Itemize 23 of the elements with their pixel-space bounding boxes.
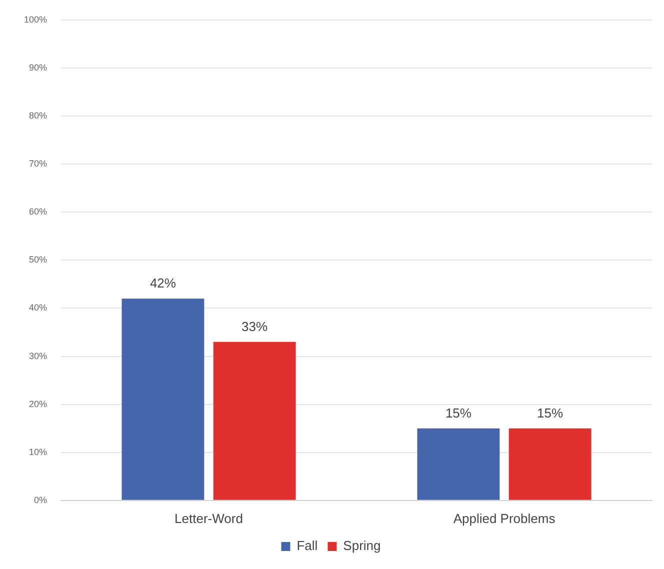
bar <box>417 428 500 500</box>
legend-label: Spring <box>343 538 381 554</box>
y-tick-label: 0% <box>34 494 48 505</box>
legend-label: Fall <box>296 538 318 554</box>
y-tick-label: 90% <box>29 62 48 73</box>
data-label: 15% <box>445 405 472 420</box>
bar <box>508 428 592 500</box>
y-tick-label: 60% <box>29 206 48 217</box>
y-tick-label: 100% <box>24 14 48 24</box>
data-label: 15% <box>537 405 564 420</box>
y-tick-label: 50% <box>29 254 48 265</box>
y-tick-label: 20% <box>29 398 48 409</box>
y-tick-label: 10% <box>29 446 48 457</box>
data-label: 33% <box>242 318 268 334</box>
y-tick-label: 70% <box>29 158 48 169</box>
bar <box>213 342 296 500</box>
x-tick-label: Applied Problems <box>453 510 556 526</box>
y-tick-label: 40% <box>29 302 48 313</box>
bar <box>122 298 204 500</box>
data-label: 42% <box>150 276 176 291</box>
x-tick-label: Letter-Word <box>174 510 243 526</box>
y-tick-label: 30% <box>29 350 48 361</box>
y-tick-label: 80% <box>29 110 48 121</box>
